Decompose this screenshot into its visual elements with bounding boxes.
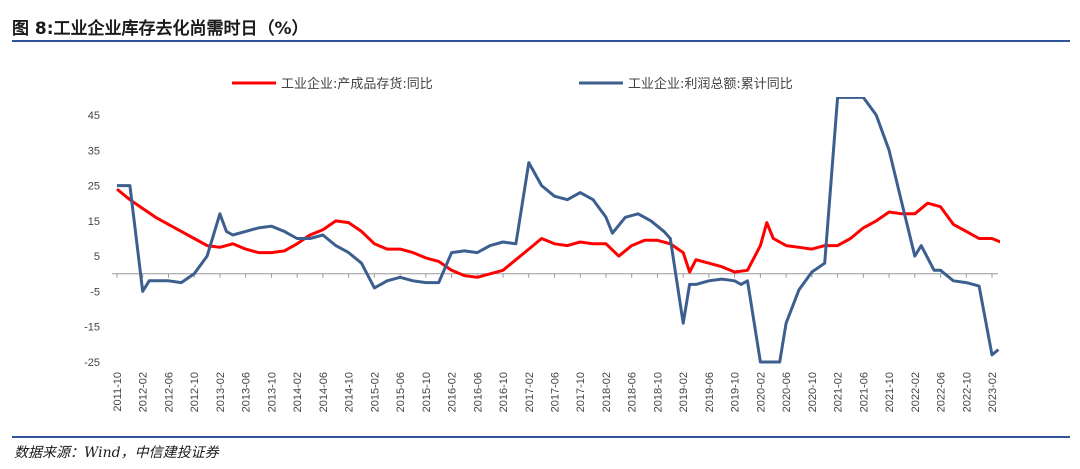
x-tick-label: 2019-02 bbox=[678, 372, 690, 412]
legend-label-inventory: 工业企业:产成品存货:同比 bbox=[281, 76, 433, 92]
x-tick-label: 2016-02 bbox=[447, 372, 459, 412]
x-tick-label: 2020-10 bbox=[807, 372, 819, 412]
y-tick-label: 15 bbox=[88, 216, 100, 228]
x-tick-label: 2018-02 bbox=[601, 372, 613, 412]
series-group bbox=[116, 97, 1000, 364]
x-tick-label: 2014-06 bbox=[318, 372, 330, 412]
y-tick-label: 5 bbox=[94, 251, 100, 263]
x-tick-label: 2017-10 bbox=[575, 372, 587, 412]
legend-label-profit: 工业企业:利润总额:累计同比 bbox=[628, 76, 793, 92]
source-note: 数据来源：Wind，中信建投证券 bbox=[14, 445, 219, 461]
x-tick-label: 2021-06 bbox=[858, 372, 870, 412]
bottom-rule bbox=[12, 436, 1070, 438]
y-tick-label: 45 bbox=[88, 110, 100, 122]
y-tick-label: -5 bbox=[90, 286, 100, 298]
x-tick-label: 2011-10 bbox=[112, 372, 124, 412]
x-tick-label: 2013-06 bbox=[241, 372, 253, 412]
x-tick-label: 2014-10 bbox=[344, 372, 356, 412]
x-tick-label: 2012-02 bbox=[138, 372, 150, 412]
y-tick-label: -15 bbox=[84, 322, 100, 334]
x-tick-label: 2015-02 bbox=[369, 372, 381, 412]
x-tick-label: 2013-02 bbox=[215, 372, 227, 412]
y-tick-label: 25 bbox=[88, 181, 100, 193]
y-axis: 45 35 25 15 5 -5 -15 -25 bbox=[84, 110, 100, 369]
x-tick-label: 2016-06 bbox=[472, 372, 484, 412]
x-tick-label: 2018-06 bbox=[627, 372, 639, 412]
x-tick-label: 2012-06 bbox=[163, 372, 175, 412]
y-tick-label: 35 bbox=[88, 145, 100, 157]
x-tick-label: 2014-02 bbox=[292, 372, 304, 412]
legend: 工业企业:产成品存货:同比 工业企业:利润总额:累计同比 bbox=[232, 76, 793, 92]
x-tick-label: 2020-06 bbox=[781, 372, 793, 412]
x-tick-label: 2013-10 bbox=[266, 372, 278, 412]
x-axis: 2011-10 2012-02 2012-06 2012-10 2013-02 2013-… bbox=[112, 273, 999, 412]
x-tick-label: 2020-02 bbox=[755, 372, 767, 412]
x-tick-label: 2018-10 bbox=[652, 372, 664, 412]
x-tick-label: 2017-02 bbox=[524, 372, 536, 412]
y-tick-label: -25 bbox=[84, 357, 100, 369]
x-tick-label: 2019-06 bbox=[704, 372, 716, 412]
x-tick-label: 2016-10 bbox=[498, 372, 510, 412]
x-tick-label: 2015-06 bbox=[395, 372, 407, 412]
x-tick-label: 2015-10 bbox=[421, 372, 433, 412]
chart-title: 图 8:工业企业库存去化尚需时日（%） bbox=[12, 19, 309, 39]
x-tick-label: 2021-10 bbox=[884, 372, 896, 412]
x-tick-label: 2022-06 bbox=[936, 372, 948, 412]
x-tick-label: 2022-02 bbox=[910, 372, 922, 412]
top-rule bbox=[12, 40, 1070, 42]
x-tick-label: 2022-10 bbox=[961, 372, 973, 412]
x-tick-label: 2012-10 bbox=[189, 372, 201, 412]
x-tick-label: 2017-06 bbox=[550, 372, 562, 412]
x-tick-label: 2021-02 bbox=[833, 372, 845, 412]
x-tick-label: 2019-10 bbox=[730, 372, 742, 412]
series-line-inventory bbox=[116, 187, 1000, 279]
x-tick-label: 2023-02 bbox=[987, 372, 999, 412]
series-line-profit bbox=[117, 97, 1000, 364]
